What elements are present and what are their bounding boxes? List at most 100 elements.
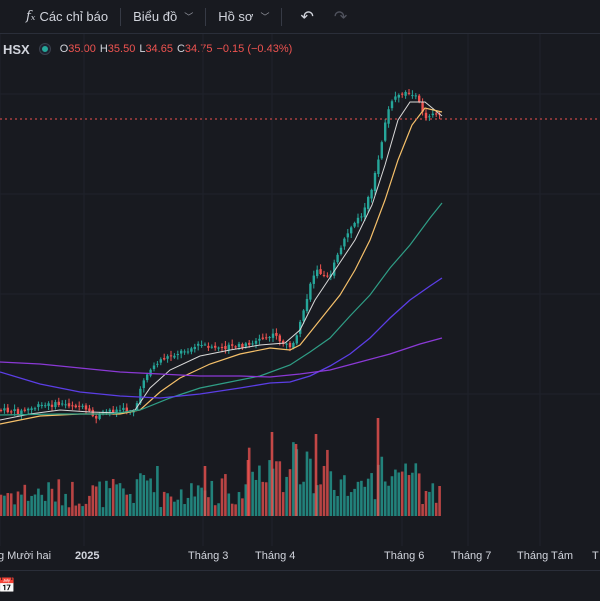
- price-chart[interactable]: [0, 34, 600, 546]
- candle: [190, 348, 193, 352]
- volume-bar: [156, 465, 159, 516]
- indicators-button[interactable]: 𝑓ₓ Các chỉ báo: [22, 9, 112, 24]
- candle: [20, 410, 23, 415]
- candle: [173, 355, 176, 358]
- candle: [397, 94, 400, 98]
- candle: [278, 335, 281, 342]
- candle: [380, 142, 383, 159]
- volume-bar: [332, 489, 336, 516]
- candle: [166, 356, 169, 359]
- candle: [227, 344, 230, 351]
- candle: [0, 409, 3, 411]
- candle: [217, 347, 220, 349]
- volume-bar: [244, 484, 248, 516]
- volume-bar: [81, 506, 84, 516]
- volume-bar: [108, 488, 112, 516]
- volume-bar: [261, 481, 265, 516]
- volume-bar: [26, 500, 30, 516]
- volume-bar: [122, 488, 125, 516]
- volume-bar: [346, 495, 350, 516]
- candle: [64, 404, 67, 406]
- candle: [271, 333, 275, 338]
- volume-bar: [270, 432, 274, 516]
- candle: [390, 101, 394, 109]
- volume-bar: [125, 494, 129, 516]
- volume-bar: [363, 486, 367, 516]
- profile-button[interactable]: Hồ sơ ﹀: [214, 9, 273, 24]
- volume-bar: [186, 497, 190, 516]
- candle: [322, 274, 326, 276]
- volume-bar: [220, 478, 224, 516]
- volume-bar: [314, 434, 318, 516]
- candle: [268, 337, 271, 339]
- volume-bar: [428, 491, 431, 516]
- function-icon: 𝑓ₓ: [26, 9, 36, 24]
- calendar-icon[interactable]: 📅: [0, 577, 16, 593]
- candle: [244, 343, 247, 347]
- volume-bar: [298, 484, 302, 516]
- ma-mid-line: [0, 107, 443, 425]
- candle: [50, 404, 54, 407]
- candle: [360, 216, 363, 218]
- volume-bar: [407, 475, 411, 516]
- volume-bar: [149, 478, 152, 516]
- volume-bar: [135, 479, 139, 516]
- close-label: C: [176, 43, 185, 55]
- candle: [363, 207, 366, 218]
- candle: [200, 344, 203, 346]
- volume-bar: [309, 458, 312, 516]
- candle: [197, 343, 200, 346]
- candle: [108, 409, 111, 412]
- volume-bar: [421, 503, 424, 516]
- candle: [98, 414, 101, 419]
- candle: [309, 283, 312, 300]
- volume-bar: [434, 502, 438, 516]
- candle: [339, 247, 343, 255]
- redo-icon[interactable]: ↷: [333, 8, 348, 26]
- candle: [377, 159, 380, 175]
- candle: [54, 402, 57, 408]
- volume-bar: [281, 492, 285, 516]
- candle: [149, 369, 152, 376]
- candle: [224, 345, 227, 350]
- volume-bar: [152, 492, 156, 516]
- volume-bar: [224, 474, 227, 516]
- volume-bar: [343, 475, 346, 516]
- volume-bar: [40, 494, 44, 516]
- volume-bar: [139, 473, 142, 516]
- chevron-down-icon: ﹀: [184, 12, 194, 22]
- ma-blue-line: [0, 277, 443, 399]
- candle: [10, 411, 13, 413]
- candle: [234, 346, 237, 348]
- time-axis-label: Tháng 7: [451, 550, 492, 562]
- candle: [159, 359, 162, 363]
- low-value: 34.65: [145, 43, 173, 55]
- candle: [44, 405, 47, 407]
- volume-bar: [237, 492, 241, 516]
- ma-short-line: [0, 101, 443, 421]
- candle: [193, 346, 196, 350]
- candle: [122, 407, 125, 411]
- volume-bar: [203, 466, 207, 516]
- candle: [258, 338, 261, 341]
- candle: [292, 342, 295, 349]
- volume-bar: [47, 482, 50, 516]
- candle: [356, 217, 360, 224]
- candle: [373, 172, 377, 192]
- volume-bar: [390, 476, 394, 516]
- candle: [186, 351, 190, 353]
- candle: [125, 407, 128, 412]
- chart-type-button[interactable]: Biểu đồ ﹀: [129, 9, 197, 24]
- volume-bar: [132, 502, 135, 516]
- undo-icon[interactable]: ↶: [300, 8, 314, 26]
- open-label: O: [59, 43, 69, 55]
- time-axis-label: Tháng Tám: [517, 550, 574, 562]
- volume-bar: [360, 480, 363, 516]
- volume-bar: [193, 496, 197, 516]
- volume-bar: [322, 465, 326, 516]
- candle: [207, 345, 210, 348]
- candle: [346, 233, 349, 238]
- time-axis-label: Tháng 3: [188, 550, 229, 562]
- volume-bar: [380, 456, 384, 516]
- chart-type-label: Biểu đồ: [133, 9, 178, 24]
